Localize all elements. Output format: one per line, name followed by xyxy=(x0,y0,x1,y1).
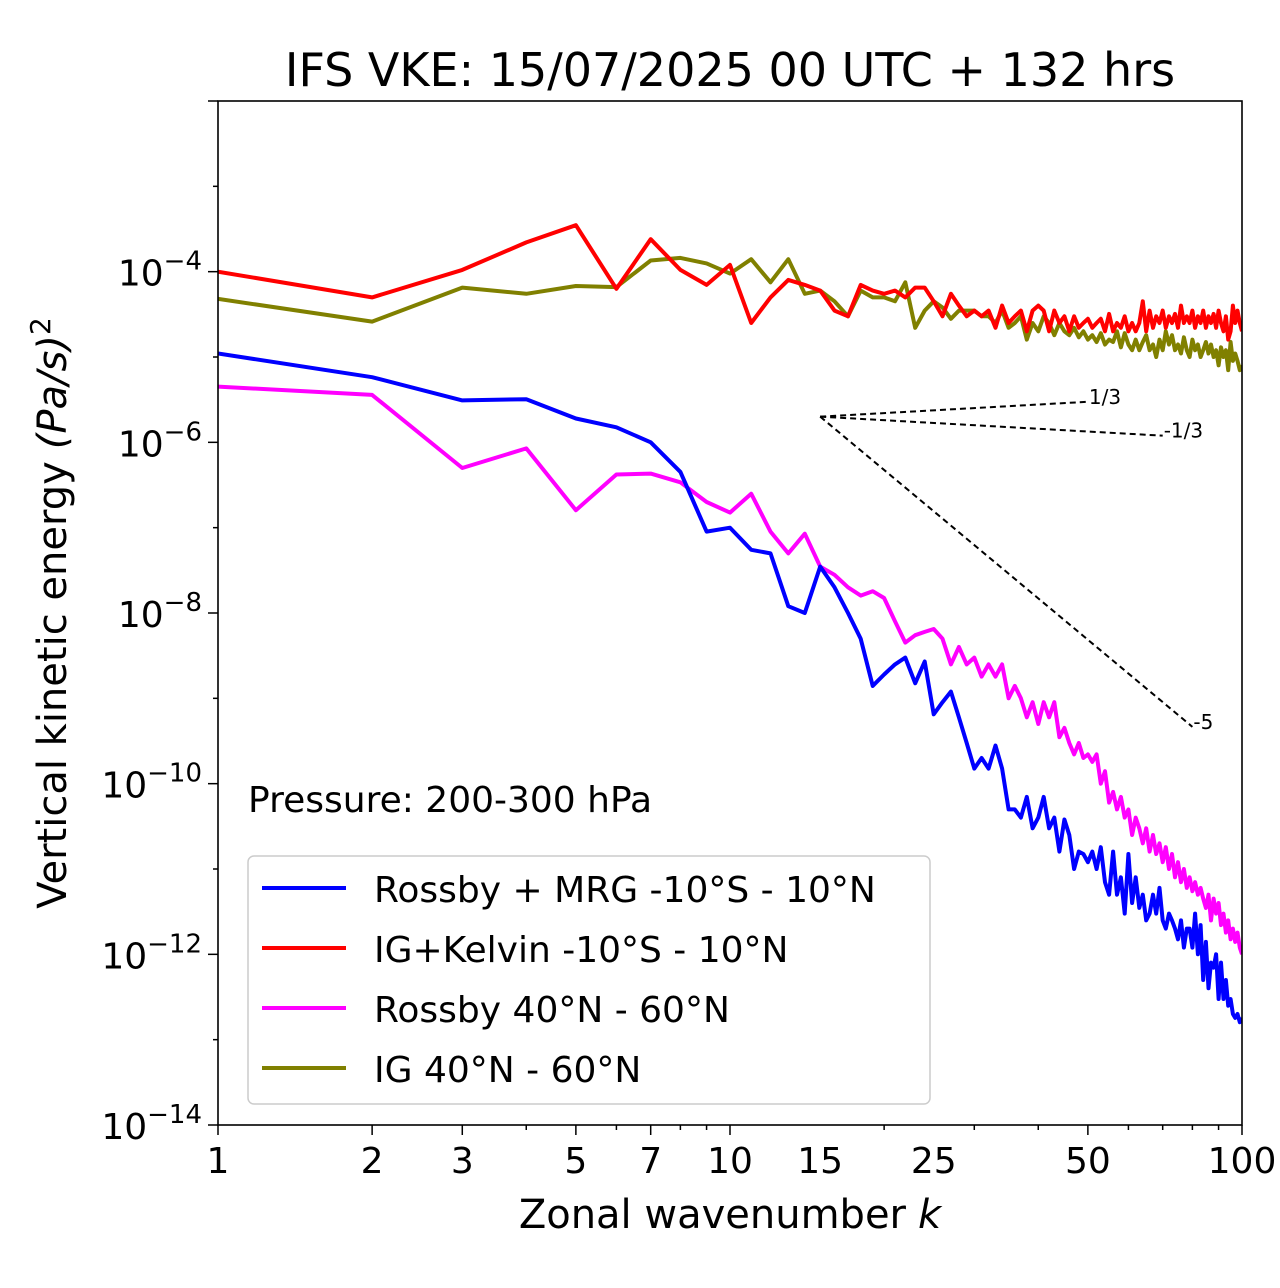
x-axis-label: Zonal wavenumber k xyxy=(519,1192,943,1238)
x-tick-label: 3 xyxy=(451,1141,474,1182)
legend-label-rossby-mrg: Rossby + MRG -10°S - 10°N xyxy=(374,870,876,911)
y-axis-label-unit: (Pa/s) xyxy=(30,335,76,449)
x-tick-label: 7 xyxy=(639,1141,662,1182)
x-tick-label: 100 xyxy=(1208,1141,1277,1182)
chart-title: IFS VKE: 15/07/2025 00 UTC + 132 hrs xyxy=(285,43,1175,97)
legend-label-ig-midlat: IG 40°N - 60°N xyxy=(374,1050,641,1091)
y-axis-ticks: 10−14 10−12 10−10 10−8 10−6 10−4 xyxy=(101,100,218,1148)
series-line-rossby-mrg xyxy=(218,351,1242,1025)
x-tick-label: 50 xyxy=(1065,1141,1111,1182)
x-axis-label-var: k xyxy=(918,1192,943,1238)
reference-slope-layer: 1/3 -1/3 -5 xyxy=(819,385,1213,734)
series-line-ig-kelvin xyxy=(218,223,1242,342)
reference-slope-label-3: -5 xyxy=(1193,710,1213,734)
pressure-annotation: Pressure: 200-300 hPa xyxy=(248,780,652,821)
x-tick-label: 15 xyxy=(797,1141,843,1182)
x-tick-label: 10 xyxy=(707,1141,753,1182)
reference-slope-line-1 xyxy=(820,400,1088,418)
x-axis-ticks: 1 2 3 5 7 10 15 25 50 100 xyxy=(207,1125,1277,1182)
y-tick-label: 10−14 xyxy=(101,1100,202,1148)
x-tick-label: 25 xyxy=(911,1141,957,1182)
legend: Rossby + MRG -10°S - 10°N IG+Kelvin -10°… xyxy=(247,855,931,1105)
y-tick-label: 10−10 xyxy=(101,759,202,807)
series-layer xyxy=(218,223,1242,1025)
x-tick-label: 2 xyxy=(361,1141,384,1182)
reference-slope-line-2 xyxy=(820,415,1163,437)
y-axis-label-text: Vertical kinetic energy xyxy=(30,461,76,909)
legend-box xyxy=(247,855,931,1105)
x-tick-label: 5 xyxy=(564,1141,587,1182)
legend-label-rossby-midlat: Rossby 40°N - 60°N xyxy=(374,990,730,1031)
y-tick-label: 10−8 xyxy=(118,588,202,636)
reference-slope-label-2: -1/3 xyxy=(1164,419,1203,443)
reference-slope-label-1: 1/3 xyxy=(1089,385,1121,409)
reference-slope-line-3 xyxy=(819,415,1194,728)
series-line-rossby-midlat xyxy=(218,384,1242,955)
y-tick-label: 10−4 xyxy=(118,247,202,295)
y-tick-label: 10−6 xyxy=(118,417,202,465)
y-axis-label: Vertical kinetic energy (Pa/s)2 xyxy=(24,317,76,909)
y-tick-label: 10−12 xyxy=(101,929,202,977)
x-tick-label: 1 xyxy=(207,1141,230,1182)
x-axis-label-text: Zonal wavenumber xyxy=(519,1192,907,1238)
legend-label-ig-kelvin: IG+Kelvin -10°S - 10°N xyxy=(374,930,788,971)
y-axis-label-exp: 2 xyxy=(24,317,57,335)
